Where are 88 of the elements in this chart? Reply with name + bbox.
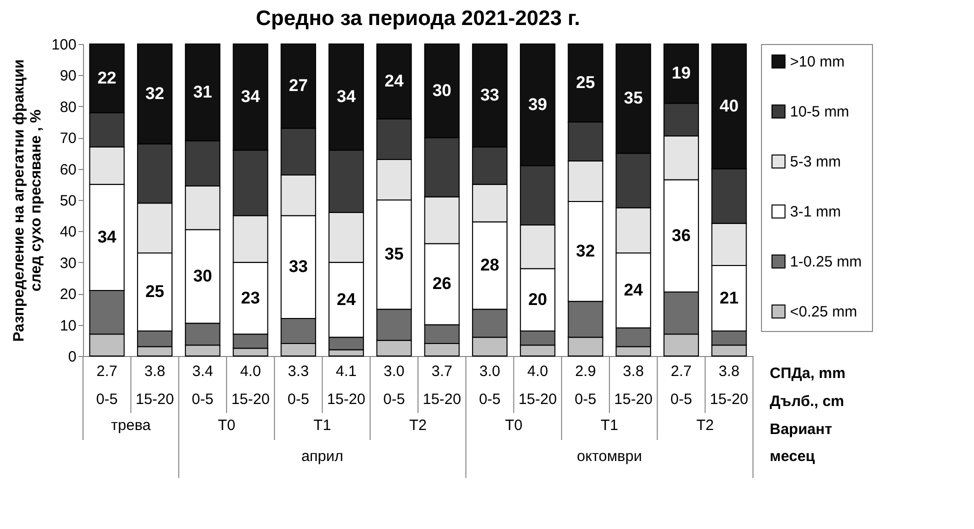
data-label: 22 [97, 68, 116, 88]
text: 15-20 [422, 391, 462, 408]
x-tick-label: 3.4 [192, 363, 214, 380]
data-label: 36 [672, 226, 691, 245]
text: Вариант [770, 421, 832, 438]
data-label: 34 [97, 227, 117, 246]
data-label: 19 [672, 64, 691, 83]
text: T0 [504, 417, 522, 434]
text: 15-20 [327, 391, 366, 408]
y-tick-label: 90 [60, 68, 76, 85]
data-label: 33 [480, 85, 500, 104]
x-tick-label: 2.7 [96, 363, 118, 380]
text: октомври [576, 448, 642, 465]
x-tick-label: 4.1 [336, 363, 357, 380]
data-label: 24 [624, 280, 644, 300]
legend-label: 10-5 mm [790, 104, 850, 120]
y-tick-label: 0 [68, 348, 76, 366]
data-label: 25 [145, 282, 164, 302]
text: 15-20 [518, 391, 557, 408]
text: T0 [218, 417, 236, 434]
data-label: 27 [288, 76, 308, 96]
text: 0-5 [574, 391, 596, 408]
text: 0-5 [96, 391, 118, 408]
data-label: 25 [576, 73, 595, 92]
data-label: 35 [384, 244, 404, 264]
y-tick-label: 70 [60, 130, 76, 148]
data-label: 40 [720, 96, 739, 116]
text: трева [111, 417, 152, 434]
text: 15-20 [614, 391, 653, 408]
text: T1 [314, 417, 332, 434]
x-tick-label: 4.0 [240, 363, 261, 380]
y-tick-label: 80 [60, 98, 76, 116]
y-tick-label: 60 [60, 161, 76, 178]
legend-label: >10 mm [790, 54, 845, 70]
data-label: 24 [336, 290, 356, 309]
text: 0-5 [288, 391, 310, 408]
text: 0-5 [478, 391, 501, 408]
text: месец [770, 448, 816, 465]
text: 15-20 [136, 391, 174, 408]
text: 15-20 [710, 391, 748, 408]
chart-title: Средно за периода 2021-2023 г. [256, 7, 580, 30]
data-label: 34 [336, 87, 356, 106]
x-tick-label: 4.0 [527, 363, 548, 380]
legend-label: <0.25 mm [790, 304, 858, 320]
text: СПДа, mm [770, 365, 846, 382]
data-label: 30 [432, 80, 452, 100]
data-label: 20 [528, 290, 548, 309]
x-tick-label: 2.7 [670, 363, 692, 380]
legend-label: 1-0.25 mm [790, 254, 862, 270]
x-tick-label: 3.0 [384, 363, 404, 380]
data-label: 32 [576, 241, 595, 260]
x-tick-label: 2.9 [575, 363, 596, 380]
x-tick-label: 3.8 [144, 363, 166, 380]
x-tick-label: 3.8 [718, 363, 740, 380]
x-tick-label: 3.3 [288, 363, 309, 380]
data-label: 26 [432, 274, 452, 294]
data-label: 34 [241, 87, 260, 106]
data-label: 30 [193, 266, 212, 286]
text: 0-5 [192, 391, 214, 408]
data-label: 35 [624, 88, 643, 108]
data-label: 33 [288, 257, 308, 276]
data-label: 24 [384, 71, 404, 90]
data-label: 21 [720, 288, 739, 308]
text: 15-20 [231, 391, 270, 408]
y-tick-label: 100 [51, 36, 76, 54]
data-label: 39 [528, 94, 548, 114]
data-label: 28 [480, 256, 500, 275]
legend-label: 3-1 mm [790, 204, 841, 220]
text: 0-5 [670, 391, 692, 408]
text: T1 [600, 417, 618, 434]
y-tick-label: 40 [60, 224, 76, 241]
text: T2 [696, 417, 714, 434]
legend-label: 5-3 mm [790, 154, 841, 170]
text: 0-5 [383, 391, 405, 408]
y-axis-title: Разпределение на агрегатни фракции след сухо пресяване , % [10, 59, 44, 342]
y-tick-label: 50 [60, 192, 76, 210]
text: април [301, 448, 344, 465]
y-tick-label: 10 [60, 317, 76, 334]
data-label: 31 [193, 82, 212, 102]
text: T2 [409, 417, 427, 434]
text: Дълб., cm [770, 393, 844, 410]
y-tick-label: 20 [60, 286, 76, 304]
x-tick-label: 3.0 [479, 363, 500, 380]
data-label: 32 [145, 84, 164, 103]
x-tick-label: 3.8 [622, 363, 644, 380]
y-tick-label: 30 [60, 254, 76, 272]
data-label: 23 [241, 288, 260, 308]
x-tick-label: 3.7 [432, 363, 452, 380]
